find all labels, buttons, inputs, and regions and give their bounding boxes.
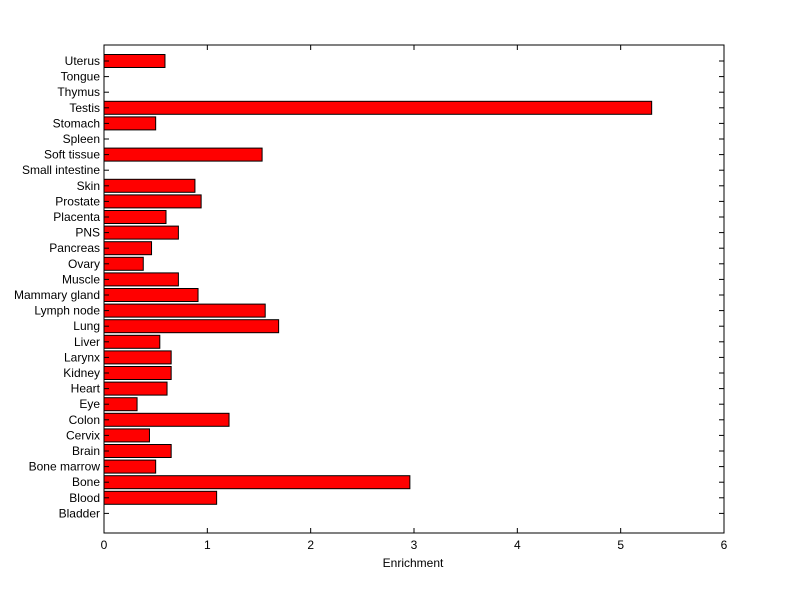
- bar-liver: [103, 334, 161, 349]
- y-tick-label-pancreas: Pancreas: [49, 241, 100, 255]
- bar-pns: [103, 225, 179, 240]
- bar-testis: [103, 100, 653, 115]
- y-tick-label-pns: PNS: [75, 226, 100, 240]
- y-tick-label-lymph-node: Lymph node: [34, 304, 100, 318]
- bar-bone-marrow: [103, 459, 157, 474]
- bar-brain: [103, 444, 172, 458]
- y-tick-label-colon: Colon: [69, 413, 100, 427]
- y-tick-label-cervix: Cervix: [66, 428, 100, 442]
- y-tick-label-bone: Bone: [72, 475, 100, 489]
- bar-heart: [103, 381, 168, 396]
- x-tick-label-0: 0: [101, 538, 108, 552]
- y-tick-label-tongue: Tongue: [61, 70, 101, 84]
- ticks-group: [103, 45, 725, 533]
- y-tick-label-blood: Blood: [69, 491, 100, 505]
- y-tick-label-kidney: Kidney: [63, 366, 100, 380]
- y-tick-label-thymus: Thymus: [57, 85, 100, 99]
- y-tick-label-stomach: Stomach: [53, 116, 100, 130]
- y-tick-label-placenta: Placenta: [53, 210, 100, 224]
- bar-lung: [103, 319, 280, 334]
- x-tick-label-5: 5: [617, 538, 624, 552]
- x-tick-label-2: 2: [307, 538, 314, 552]
- y-tick-label-ovary: Ovary: [68, 257, 100, 271]
- bar-stomach: [103, 116, 157, 131]
- bar-ovary: [103, 256, 144, 271]
- bar-kidney: [103, 366, 172, 380]
- bar-blood: [103, 490, 218, 505]
- bar-larynx: [103, 350, 172, 365]
- bar-muscle: [103, 272, 179, 287]
- bar-placenta: [103, 210, 167, 224]
- y-tick-label-liver: Liver: [74, 335, 100, 349]
- x-tick-label-3: 3: [411, 538, 418, 552]
- bar-soft-tissue: [103, 147, 263, 162]
- bar-mammary-gland: [103, 288, 199, 302]
- x-tick-label-1: 1: [204, 538, 211, 552]
- y-tick-label-mammary-gland: Mammary gland: [14, 288, 100, 302]
- y-tick-label-eye: Eye: [79, 397, 100, 411]
- y-tick-label-small-intestine: Small intestine: [22, 163, 100, 177]
- y-tick-label-larynx: Larynx: [64, 350, 100, 364]
- plot-background: [104, 45, 724, 533]
- bar-skin: [103, 178, 196, 193]
- x-tick-label-6: 6: [721, 538, 728, 552]
- y-tick-label-brain: Brain: [72, 444, 100, 458]
- y-tick-label-bladder: Bladder: [59, 506, 100, 520]
- bar-pancreas: [103, 241, 153, 256]
- bar-uterus: [103, 54, 166, 68]
- y-tick-label-spleen: Spleen: [63, 132, 100, 146]
- x-tick-label-4: 4: [514, 538, 521, 552]
- y-tick-label-soft-tissue: Soft tissue: [44, 148, 100, 162]
- bar-cervix: [103, 428, 150, 443]
- y-tick-label-lung: Lung: [73, 319, 100, 333]
- y-tick-label-bone-marrow: Bone marrow: [29, 460, 101, 474]
- y-tick-label-skin: Skin: [77, 179, 100, 193]
- y-tick-label-muscle: Muscle: [62, 272, 100, 286]
- bar-lymph-node: [103, 303, 266, 318]
- y-tick-label-testis: Testis: [69, 101, 100, 115]
- x-axis-label: Enrichment: [383, 556, 444, 570]
- y-tick-label-uterus: Uterus: [65, 54, 100, 68]
- bar-colon: [103, 412, 230, 427]
- y-tick-label-prostate: Prostate: [55, 194, 100, 208]
- bar-prostate: [103, 194, 202, 209]
- y-tick-label-heart: Heart: [71, 382, 101, 396]
- bar-bone: [103, 475, 411, 490]
